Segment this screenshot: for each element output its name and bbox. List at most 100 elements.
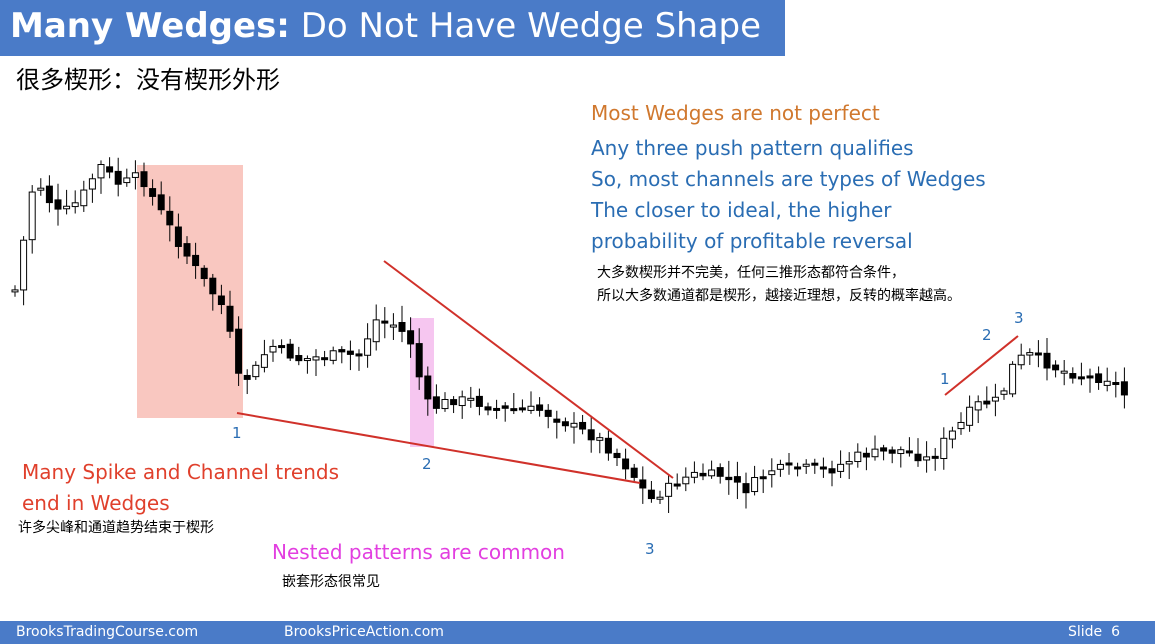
candle-body: [450, 399, 458, 406]
candle-body: [897, 449, 905, 455]
candle-body: [570, 422, 578, 428]
candle-body: [381, 320, 389, 324]
candle-body: [854, 451, 862, 463]
push-label: 2: [982, 326, 992, 344]
candle-body: [819, 466, 827, 470]
candle-body: [785, 462, 793, 466]
candle-body: [243, 374, 251, 380]
candle-body: [759, 476, 767, 480]
note: Most Wedges are not perfect: [591, 101, 880, 125]
candle-body: [166, 210, 174, 226]
candle-body: [510, 408, 518, 412]
push-label: 3: [645, 540, 655, 558]
candle-body: [475, 395, 483, 407]
candle-body: [553, 418, 561, 423]
candle-body: [252, 364, 260, 378]
candle-body: [157, 194, 165, 211]
candle-body: [811, 462, 819, 466]
candle-body: [88, 178, 96, 190]
candle-body: [321, 357, 329, 361]
title-rest: Do Not Have Wedge Shape: [300, 6, 762, 46]
candle-body: [389, 324, 397, 328]
candle-body: [690, 471, 698, 478]
candle-body: [923, 456, 931, 461]
candle-body: [630, 467, 638, 478]
candle-body: [131, 172, 139, 178]
candle-body: [364, 338, 372, 356]
slide-number: Slide 6: [1068, 624, 1120, 640]
candle-body: [862, 452, 870, 458]
wedge-line: [383, 260, 674, 479]
note: end in Wedges: [22, 491, 170, 515]
candle-body: [123, 177, 131, 184]
candle-body: [639, 479, 647, 489]
candle-body: [54, 199, 62, 210]
candle-body: [286, 343, 294, 359]
footer-link: BrooksPriceAction.com: [284, 624, 444, 640]
candle-body: [888, 449, 896, 454]
candle-body: [183, 243, 191, 257]
candle-body: [604, 437, 612, 454]
candle-body: [97, 164, 105, 179]
candle-body: [424, 375, 432, 400]
push-label: 2: [422, 455, 432, 473]
candle-body: [1077, 376, 1085, 380]
candle-body: [1034, 352, 1042, 356]
footer-link: BrooksTradingCourse.com: [16, 624, 199, 640]
push-label: 1: [940, 370, 950, 388]
candle-body: [665, 482, 673, 497]
footer-band: [0, 621, 1155, 644]
candle-body: [1120, 381, 1128, 396]
candle-body: [656, 496, 664, 500]
candle-body: [527, 405, 535, 411]
note: Any three push pattern qualifies: [591, 136, 914, 160]
candle-body: [579, 421, 587, 430]
candle-body: [106, 166, 114, 173]
candle-body: [407, 330, 415, 345]
candle-body: [1052, 364, 1060, 371]
candle-body: [802, 463, 810, 467]
candle-body: [768, 470, 776, 476]
note: Many Spike and Channel trends: [22, 460, 340, 484]
candle-body: [837, 463, 845, 472]
candle-body: [338, 349, 346, 353]
candle-body: [114, 170, 122, 185]
candle-body: [544, 409, 552, 417]
note-cn: 嵌套形态很常见: [282, 574, 380, 590]
candle-body: [1069, 373, 1077, 379]
candle-body: [966, 406, 974, 426]
candle-body: [647, 489, 655, 500]
candle-body: [372, 319, 380, 343]
candle-body: [948, 430, 956, 440]
candle-body: [63, 205, 71, 210]
candle-body: [71, 202, 79, 208]
candle-body: [794, 466, 802, 470]
candle-body: [742, 483, 750, 494]
note-cn: 大多数楔形并不完美，任何三推形态都符合条件，: [597, 265, 905, 281]
candle-body: [828, 468, 836, 474]
candle-body: [914, 453, 922, 462]
candle-body: [209, 277, 217, 295]
candle-body: [432, 396, 440, 409]
candle-body: [140, 171, 148, 188]
push-label: 1: [232, 424, 242, 442]
candle-body: [751, 477, 759, 493]
candle-body: [845, 461, 853, 465]
candle-body: [1000, 390, 1008, 395]
candle-body: [1009, 363, 1017, 395]
candle-body: [776, 463, 784, 470]
candle-body: [1017, 354, 1025, 366]
candle-body: [880, 447, 888, 452]
candle-body: [1103, 380, 1111, 386]
candle-body: [20, 239, 28, 291]
candle-body: [174, 226, 182, 247]
candle-body: [931, 455, 939, 459]
candle-body: [957, 421, 965, 430]
candle-body: [192, 254, 200, 267]
candle-body: [149, 188, 157, 197]
candle-body: [518, 407, 526, 411]
candle-body: [974, 401, 982, 411]
candle-body: [467, 397, 475, 401]
candle-body: [45, 185, 53, 204]
